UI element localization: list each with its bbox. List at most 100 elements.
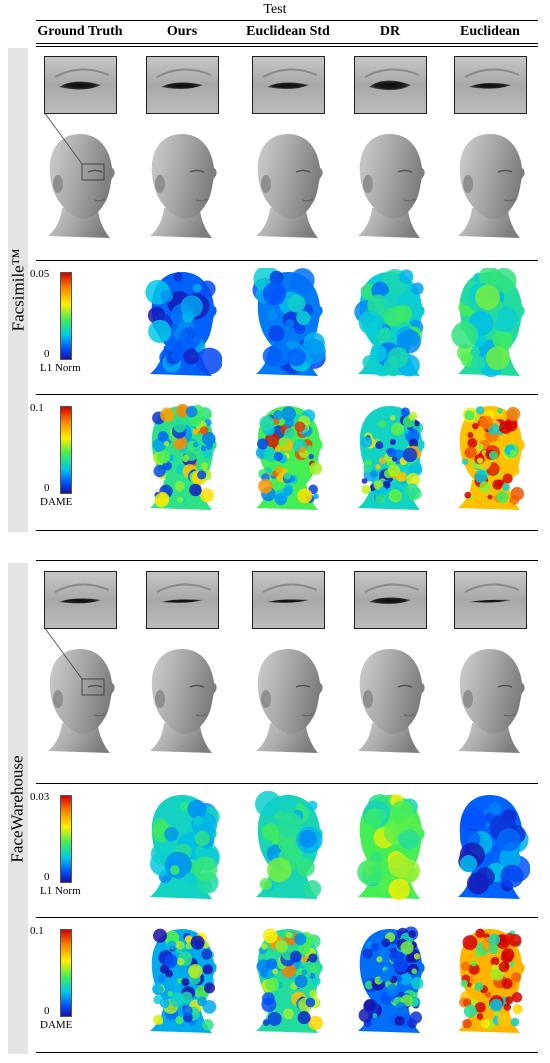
error-spot <box>490 956 500 966</box>
ear-shape <box>261 690 271 708</box>
error-spot <box>179 802 190 812</box>
error-spot <box>399 829 420 850</box>
row-rule-1-l1 <box>36 783 538 784</box>
colorbar-min-dame: 0 <box>44 482 50 494</box>
error-spot <box>476 457 484 464</box>
head-image <box>48 134 115 238</box>
eyelid-crease <box>156 583 212 593</box>
row-rule-1-dame <box>36 917 538 918</box>
eye-closeup-2 <box>252 56 325 114</box>
head-image <box>48 649 115 753</box>
error-spot <box>506 406 521 422</box>
error-spot <box>184 872 197 885</box>
error-spot <box>501 948 515 962</box>
error-spot <box>472 422 479 430</box>
eyelid-crease <box>262 583 318 593</box>
error-spot <box>200 462 209 470</box>
head-image <box>458 649 525 753</box>
error-spot <box>375 441 384 450</box>
error-spot <box>256 438 269 450</box>
eye-opening <box>469 82 511 89</box>
error-spot <box>385 983 399 997</box>
error-spot <box>361 484 371 495</box>
error-spot <box>379 969 393 982</box>
column-header-2: Euclidean Std <box>246 24 330 39</box>
error-spot <box>376 328 392 345</box>
error-spot <box>153 464 166 478</box>
test-label: Test <box>263 2 287 17</box>
error-head-image <box>358 406 425 510</box>
error-spot <box>197 470 207 480</box>
eye-closeup-4 <box>454 56 527 114</box>
error-spot <box>387 854 412 878</box>
error-spot <box>277 811 303 838</box>
ear-shape <box>363 690 373 708</box>
error-spot <box>196 347 223 375</box>
ear-shape <box>53 690 63 708</box>
eye-line <box>87 169 103 173</box>
mouth-line <box>93 713 106 717</box>
error-spot <box>298 829 317 848</box>
error-spot <box>281 406 297 422</box>
mouth-line <box>301 198 314 202</box>
error-head-image <box>358 926 425 1033</box>
error-spot <box>509 465 520 476</box>
head-shape <box>459 134 525 219</box>
section-label-0: Facsimile™ <box>2 48 34 532</box>
error-spot <box>499 421 513 434</box>
error-spot <box>464 491 472 499</box>
ear-shape <box>155 175 165 193</box>
error-spot <box>157 974 166 983</box>
error-spot <box>286 931 293 939</box>
colorbar-min-dame: 0 <box>44 1005 50 1017</box>
error-head-image <box>357 794 425 901</box>
error-spot <box>394 305 413 323</box>
error-spot <box>303 880 322 898</box>
error-spot <box>194 830 210 846</box>
error-spot <box>180 295 203 318</box>
error-spot <box>467 432 474 439</box>
error-spot <box>370 345 387 362</box>
section-rule-bottom-1 <box>36 1052 538 1053</box>
error-spot <box>188 964 203 979</box>
colorbar-max-dame: 0.1 <box>30 402 44 414</box>
error-spot <box>200 445 207 452</box>
error-spot <box>382 292 399 309</box>
error-spot <box>183 348 200 365</box>
error-spot <box>488 450 498 460</box>
column-header-4: Euclidean <box>460 24 520 39</box>
error-map-dame-2 <box>248 925 328 1035</box>
error-spot <box>266 958 278 970</box>
error-map-dame-1 <box>142 925 222 1035</box>
eye-line <box>397 169 413 173</box>
error-spot <box>266 857 292 883</box>
error-head-image <box>458 928 525 1033</box>
error-head-image <box>354 269 425 377</box>
error-spot <box>462 935 478 951</box>
head-shape <box>359 134 425 219</box>
eye-image <box>355 57 426 113</box>
error-spot <box>457 344 475 362</box>
error-spot <box>375 463 381 470</box>
colorbar-label-dame: DAME <box>40 1019 73 1031</box>
error-spot <box>409 1011 423 1024</box>
eyelid-crease <box>364 583 420 593</box>
head-shape <box>257 649 323 734</box>
error-spot <box>405 954 415 964</box>
error-spot <box>478 266 501 289</box>
error-spot <box>476 1013 484 1020</box>
error-spot <box>388 464 401 477</box>
eye-opening <box>267 599 309 603</box>
error-spot <box>474 470 488 483</box>
error-spot <box>479 481 491 493</box>
mouth-line <box>503 198 516 202</box>
error-spot <box>201 431 216 446</box>
error-spot <box>180 991 193 1004</box>
error-spot <box>370 942 380 952</box>
header-rule-top <box>36 20 538 21</box>
error-spot <box>390 415 396 421</box>
error-spot <box>373 489 380 496</box>
error-spot <box>476 443 484 451</box>
eyelid-crease <box>156 68 212 78</box>
eye-opening <box>161 82 203 89</box>
